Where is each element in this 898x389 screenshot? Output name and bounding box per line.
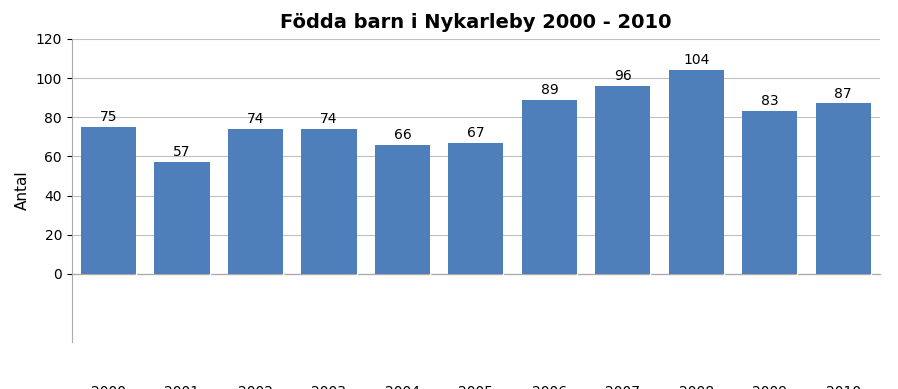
Text: 96: 96 xyxy=(614,69,632,83)
Text: 89: 89 xyxy=(541,82,559,96)
Y-axis label: Antal: Antal xyxy=(15,171,31,210)
Bar xyxy=(815,103,871,274)
Text: 74: 74 xyxy=(247,112,264,126)
Bar xyxy=(448,143,504,274)
Bar xyxy=(743,111,797,274)
Bar xyxy=(595,86,650,274)
Text: 74: 74 xyxy=(321,112,338,126)
Text: 87: 87 xyxy=(834,87,852,101)
Bar xyxy=(522,100,577,274)
Text: 57: 57 xyxy=(173,145,190,159)
Bar xyxy=(228,129,283,274)
Bar xyxy=(302,129,357,274)
Title: Födda barn i Nykarleby 2000 - 2010: Födda barn i Nykarleby 2000 - 2010 xyxy=(280,13,672,32)
Bar xyxy=(374,145,430,274)
Text: 66: 66 xyxy=(393,128,411,142)
Text: 83: 83 xyxy=(761,95,779,109)
Text: 67: 67 xyxy=(467,126,485,140)
Text: 104: 104 xyxy=(683,53,709,67)
Bar xyxy=(154,162,209,274)
Text: 75: 75 xyxy=(100,110,118,124)
Bar xyxy=(669,70,724,274)
Bar xyxy=(81,127,136,274)
